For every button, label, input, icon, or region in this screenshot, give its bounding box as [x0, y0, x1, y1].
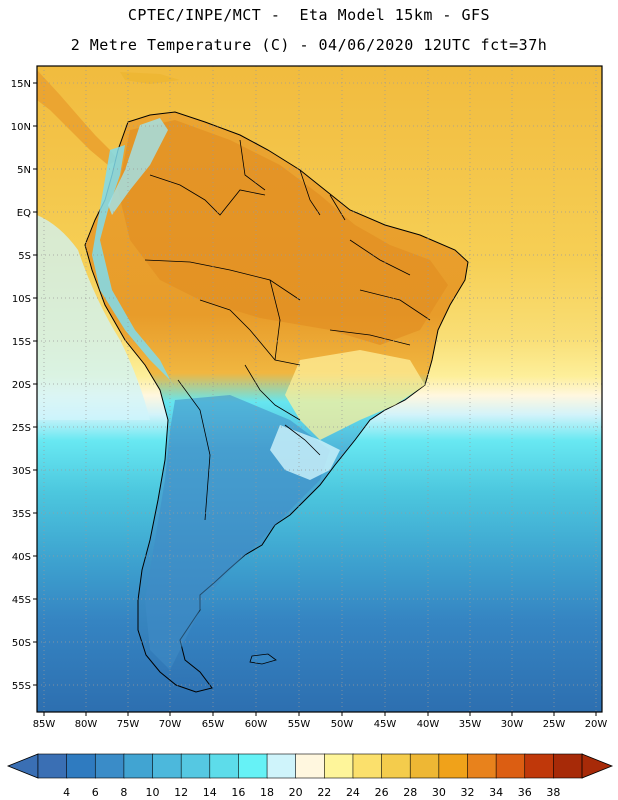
colorbar-cell [553, 753, 583, 779]
colorbar-cell [295, 753, 326, 779]
lon-label: 80W [75, 719, 98, 730]
map-subtitle: 2 Metre Temperature (C) - 04/06/2020 12U… [70, 36, 548, 54]
colorbar-cell [123, 753, 154, 779]
colorbar-cell [495, 753, 526, 779]
colorbar-low-arrow [6, 753, 39, 779]
colorbar-cell [324, 753, 354, 779]
colorbar-tick-label: 32 [460, 786, 474, 799]
lon-label: 35W [459, 719, 482, 730]
south-brazil-cool [270, 425, 340, 480]
lat-label: 40S [12, 552, 31, 563]
colorbar-cell [209, 753, 240, 779]
colorbar: 4 6 8 10 12 14 16 18 20 22 24 26 28 30 32 34 36 38 [6, 753, 614, 799]
lon-label: 55W [288, 719, 311, 730]
colorbar-cell [352, 753, 383, 779]
longitude-labels: 85W 80W 75W 70W 65W 60W 55W 50W 45W 40W … [33, 719, 608, 730]
lat-label: 10N [11, 122, 31, 133]
colorbar-tick-label: 10 [146, 786, 160, 799]
axis-ticks [33, 82, 597, 716]
lat-label: 25S [12, 423, 31, 434]
lat-label: EQ [17, 208, 31, 219]
lat-label: 45S [12, 595, 31, 606]
map-frame [36, 65, 603, 713]
colorbar-tick-label: 30 [432, 786, 446, 799]
lon-label: 45W [374, 719, 397, 730]
colorbar-tick-label: 16 [231, 786, 245, 799]
lat-label: 15S [12, 337, 31, 348]
colorbar-tick-label: 20 [289, 786, 303, 799]
colorbar-tick-label: 22 [317, 786, 331, 799]
lon-label: 50W [331, 719, 354, 730]
colorbar-tick-label: 28 [403, 786, 417, 799]
colorbar-tick-label: 38 [546, 786, 560, 799]
colorbar-tick-label: 12 [174, 786, 188, 799]
lon-label: 65W [202, 719, 225, 730]
colorbar-tick-label: 18 [260, 786, 274, 799]
falkland-islands [249, 653, 277, 665]
colorbar-cell [409, 753, 440, 779]
lon-label: 40W [417, 719, 440, 730]
lat-label: 20S [12, 380, 31, 391]
lon-label: 25W [543, 719, 566, 730]
colorbar-cell [66, 753, 97, 779]
colorbar-tick-label: 6 [92, 786, 99, 799]
lat-label: 35S [12, 509, 31, 520]
colorbar-cell [266, 753, 297, 779]
pacific-cool-band [37, 215, 150, 420]
lat-label: 50S [12, 638, 31, 649]
latitude-labels: 15N 10N 5N EQ 5S 10S 15S 20S 25S 30S 35S… [11, 79, 31, 692]
lon-label: 70W [159, 719, 182, 730]
lon-label: 75W [117, 719, 140, 730]
lat-label: 15N [11, 79, 31, 90]
colorbar-tick-labels: 4 6 8 10 12 14 16 18 20 22 24 26 28 30 32 34 36 38 [63, 786, 560, 799]
colorbar-cell [180, 753, 211, 779]
colorbar-cell [37, 753, 68, 779]
lon-label: 60W [245, 719, 268, 730]
lon-label: 20W [585, 719, 608, 730]
map-title: CPTEC/INPE/MCT - Eta Model 15km - GFS [127, 6, 491, 24]
lat-label: 55S [12, 681, 31, 692]
colorbar-cell [381, 753, 412, 779]
colorbar-tick-label: 26 [375, 786, 389, 799]
lat-label: 5N [17, 165, 31, 176]
caribbean-islands [120, 72, 180, 84]
colorbar-tick-label: 36 [518, 786, 532, 799]
colorbar-tick-label: 14 [203, 786, 217, 799]
colorbar-high-arrow [581, 753, 614, 779]
colorbar-tick-label: 8 [120, 786, 127, 799]
colorbar-cell [438, 753, 469, 779]
central-america-land [37, 70, 118, 165]
colorbar-tick-label: 34 [489, 786, 503, 799]
colorbar-cell [152, 753, 182, 779]
northern-andes [108, 118, 168, 215]
colorbar-tick-label: 24 [346, 786, 360, 799]
hot-interior [118, 120, 448, 345]
colorbar-cell [524, 753, 555, 779]
colorbar-cells [37, 753, 583, 779]
colorbar-tick-label: 4 [63, 786, 70, 799]
colorbar-cell [94, 753, 125, 779]
colorbar-cell [238, 753, 268, 779]
colorbar-cell [467, 753, 497, 779]
lon-label: 85W [33, 719, 56, 730]
lat-label: 10S [12, 294, 31, 305]
southeast-mild [285, 350, 425, 440]
lat-label: 5S [18, 251, 31, 262]
lon-label: 30W [501, 719, 524, 730]
country-borders [144, 139, 431, 521]
lat-label: 30S [12, 466, 31, 477]
